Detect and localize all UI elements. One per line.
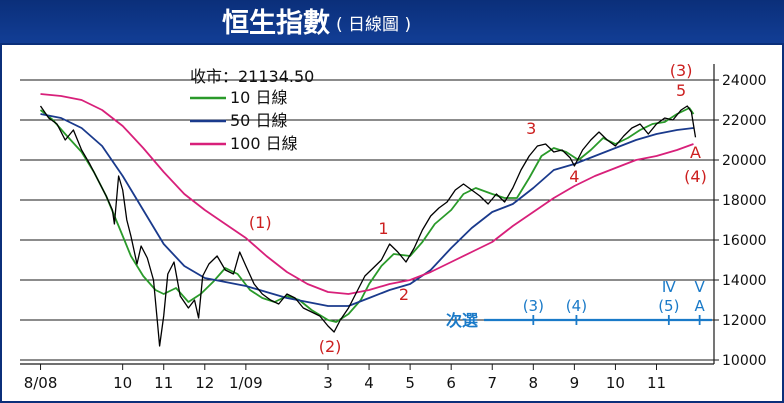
chart-subtitle: ( 日線圖 ) [336,15,411,35]
x-tick-label-6: 4 [364,374,374,392]
secondary-mark-2: (5) [658,297,679,315]
x-tick-label-1: 10 [113,374,132,392]
series-line-3 [39,105,697,347]
x-tick-label-0: 8/08 [24,374,58,392]
annotation-7: 1 [378,219,388,238]
annotation-5: 4 [569,167,579,186]
x-tick-label-12: 10 [606,374,625,392]
x-tick-label-8: 6 [446,374,456,392]
y-tick-label-24000: 24000 [722,73,767,89]
x-tick-label-13: 11 [647,374,666,392]
plot-area: 10000 12000 14000 16000 18000 20000 22000 24000… [20,61,767,392]
legend-label-1: 50 日線 [230,111,287,130]
x-tick-label-2: 11 [154,374,173,392]
annotation-6: (1) [249,213,272,232]
x-tick-label-5: 3 [323,374,333,392]
x-tick-label-4: 1/09 [229,374,263,392]
series-line-0 [39,107,695,323]
legend-label-2: 100 日線 [230,134,298,153]
secondary-mark-3: A [694,297,705,315]
annotation-1: 5 [676,81,686,100]
y-tick-label-10000: 10000 [722,353,767,369]
secondary-roman-1: Ⅴ [694,278,705,296]
chart-border [0,43,784,403]
y-tick-label-18000: 18000 [722,193,767,209]
series-line-2 [40,93,694,295]
x-tick-label-7: 5 [405,374,415,392]
y-tick-label-20000: 20000 [722,153,767,169]
annotation-4: 3 [526,119,536,138]
secondary-mark-1: (4) [566,297,587,315]
annotation-9: (2) [319,337,342,356]
x-tick-label-11: 9 [570,374,580,392]
annotation-3: (4) [684,167,707,186]
header-bar [0,0,784,44]
secondary-roman-0: Ⅳ [662,278,676,296]
series-line-1 [40,113,694,307]
annotation-2: A [690,143,701,162]
annotation-8: 2 [399,285,409,304]
y-tick-label-22000: 22000 [722,113,767,129]
legend-label-0: 10 日線 [230,88,287,107]
secondary-mark-0: (3) [523,297,544,315]
x-tick-label-9: 7 [487,374,497,392]
annotation-0: (3) [670,61,693,80]
y-tick-label-12000: 12000 [722,313,767,329]
x-tick-label-10: 8 [529,374,539,392]
chart-title: 恒生指數 [222,8,330,39]
y-tick-label-16000: 16000 [722,233,767,249]
close-label: 收市：21134.50 [190,67,314,86]
secondary-label: 次選 [446,311,478,330]
y-tick-label-14000: 14000 [722,273,767,289]
x-tick-label-3: 12 [195,374,214,392]
